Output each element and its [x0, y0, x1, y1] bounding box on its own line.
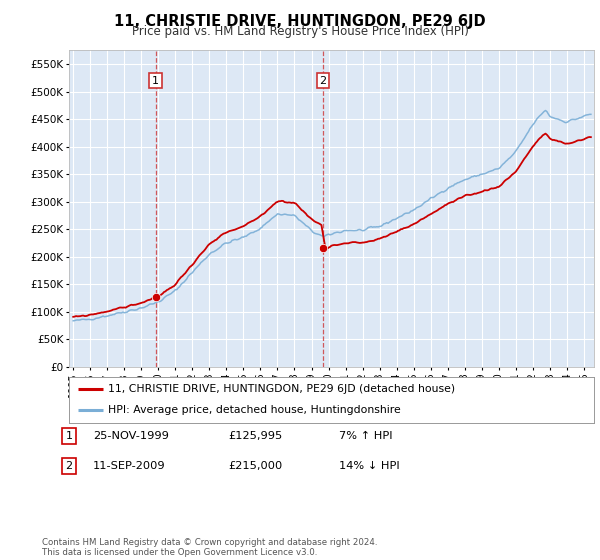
Text: 1: 1	[152, 76, 159, 86]
Text: HPI: Average price, detached house, Huntingdonshire: HPI: Average price, detached house, Hunt…	[109, 405, 401, 416]
Text: 11, CHRISTIE DRIVE, HUNTINGDON, PE29 6JD (detached house): 11, CHRISTIE DRIVE, HUNTINGDON, PE29 6JD…	[109, 384, 455, 394]
Text: Contains HM Land Registry data © Crown copyright and database right 2024.
This d: Contains HM Land Registry data © Crown c…	[42, 538, 377, 557]
Text: 2: 2	[65, 461, 73, 471]
Text: 25-NOV-1999: 25-NOV-1999	[93, 431, 169, 441]
Text: Price paid vs. HM Land Registry's House Price Index (HPI): Price paid vs. HM Land Registry's House …	[131, 25, 469, 38]
Text: 11, CHRISTIE DRIVE, HUNTINGDON, PE29 6JD: 11, CHRISTIE DRIVE, HUNTINGDON, PE29 6JD	[114, 14, 486, 29]
Text: £215,000: £215,000	[228, 461, 282, 471]
Text: £125,995: £125,995	[228, 431, 282, 441]
Text: 11-SEP-2009: 11-SEP-2009	[93, 461, 166, 471]
Text: 1: 1	[65, 431, 73, 441]
Text: 7% ↑ HPI: 7% ↑ HPI	[339, 431, 392, 441]
Text: 14% ↓ HPI: 14% ↓ HPI	[339, 461, 400, 471]
Text: 2: 2	[319, 76, 326, 86]
